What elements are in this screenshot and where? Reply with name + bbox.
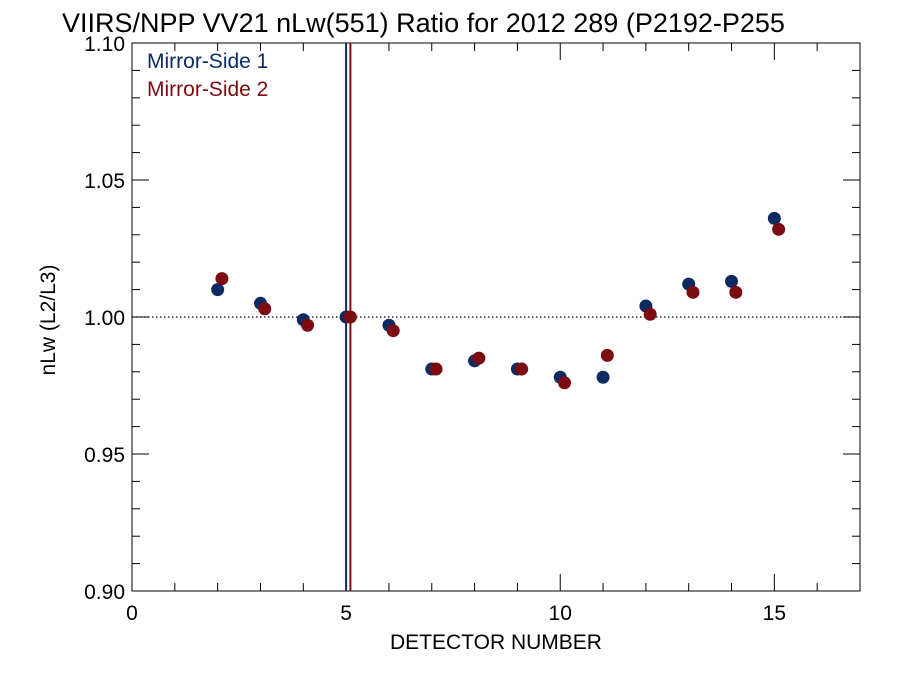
data-point-series-1 [767, 211, 781, 225]
chart-title: VIIRS/NPP VV21 nLw(551) Ratio for 2012 2… [62, 8, 785, 38]
data-point-series-2 [386, 324, 400, 338]
tick-labels: 0 5 10 15 0.90 0.95 1.00 1.05 1.10 [84, 33, 786, 625]
data-point-series-2 [600, 348, 614, 362]
legend-entry-mirror-side-2: Mirror-Side 2 [147, 78, 268, 101]
legend-entry-mirror-side-1: Mirror-Side 1 [147, 50, 268, 73]
legend: Mirror-Side 1 Mirror-Side 2 [147, 50, 268, 101]
data-point-series-2 [429, 362, 443, 376]
y-tick-label: 0.90 [84, 581, 125, 604]
data-point-series-2 [558, 376, 572, 390]
data-point-series-2 [301, 318, 315, 332]
x-tick-label: 15 [763, 602, 786, 625]
y-tick-label: 1.00 [84, 307, 125, 330]
y-axis-label: nLw (L2/L3) [37, 265, 60, 376]
data-point-series-1 [725, 274, 739, 288]
data-point-series-2 [729, 285, 743, 299]
x-axis-label: DETECTOR NUMBER [390, 631, 602, 654]
data-point-series-2 [472, 351, 486, 365]
y-tick-label: 0.95 [84, 444, 125, 467]
data-point-series-2 [686, 285, 700, 299]
y-tick-label: 1.10 [84, 33, 125, 56]
data-point-series-2 [515, 362, 529, 376]
data-point-series-2 [772, 222, 786, 236]
x-tick-label: 0 [126, 602, 138, 625]
data-point-series-2 [343, 310, 357, 324]
y-tick-label: 1.05 [84, 170, 125, 193]
data-points [211, 211, 786, 390]
x-tick-label: 5 [340, 602, 352, 625]
x-tick-label: 10 [549, 602, 572, 625]
data-point-series-2 [258, 302, 272, 316]
data-point-series-2 [643, 307, 657, 321]
data-point-series-1 [596, 370, 610, 384]
data-point-series-2 [215, 272, 229, 286]
data-point-series-1 [211, 283, 225, 297]
